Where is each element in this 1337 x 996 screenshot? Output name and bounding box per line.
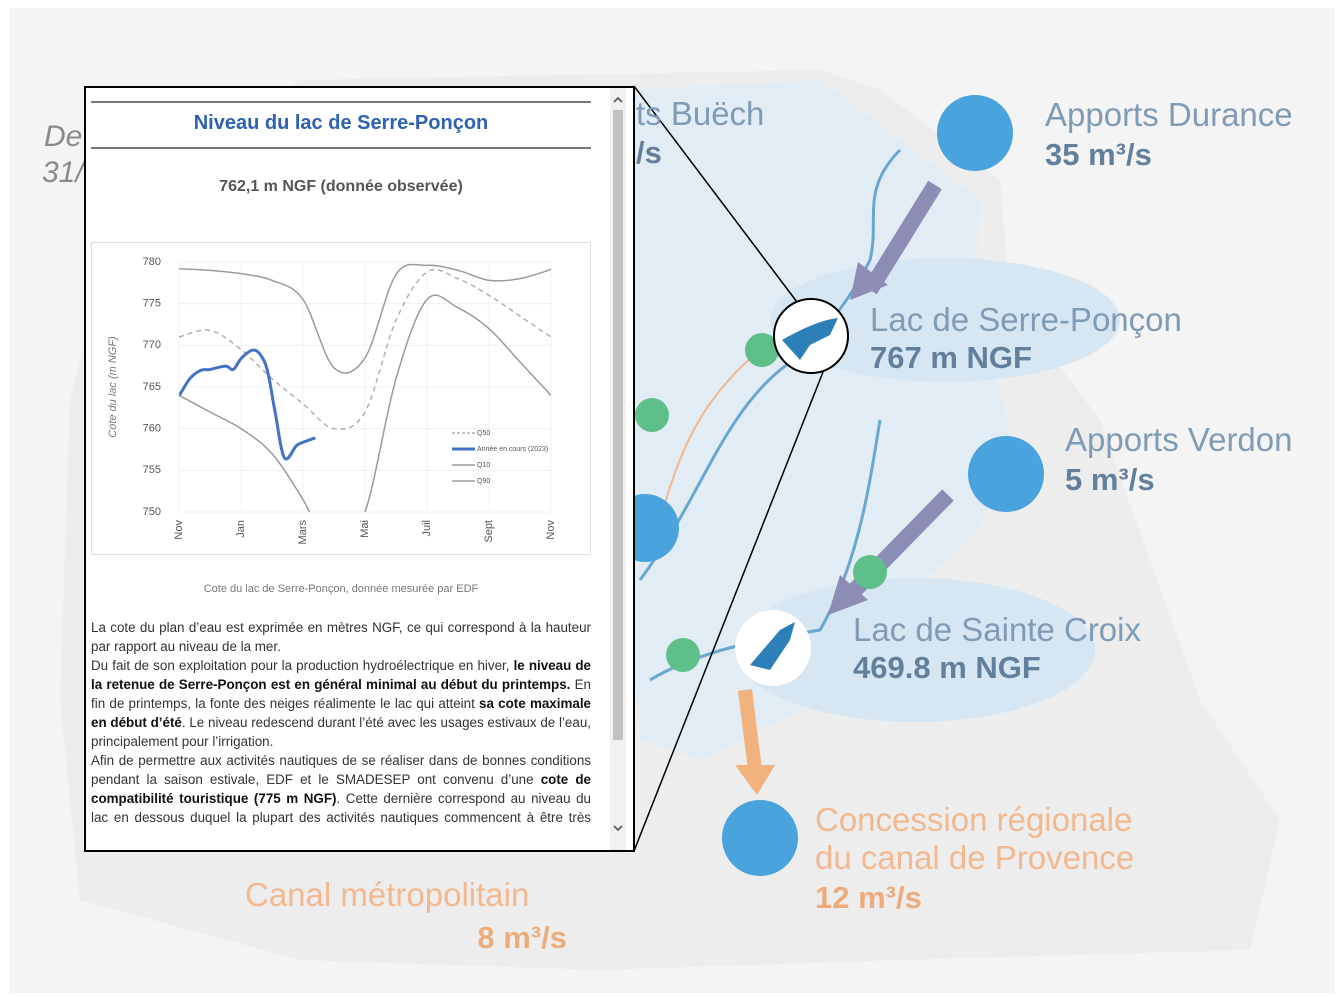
- x-tick-label: Nov: [545, 520, 557, 540]
- scroll-down[interactable]: [610, 822, 626, 834]
- series-line: [179, 294, 551, 512]
- text: Du fait de son exploitation pour la prod…: [91, 658, 514, 673]
- series-line: [179, 263, 551, 374]
- zoom-line: [633, 85, 798, 303]
- map-label: Lac de Serre-Ponçon: [870, 301, 1182, 338]
- chart-frame: [91, 242, 591, 555]
- map-label: du canal de Provence: [815, 839, 1134, 876]
- station-icon: [937, 95, 1013, 171]
- flow-arrow: [863, 180, 942, 295]
- bold-text: le niveau de la retenue de Serre-Ponçon …: [91, 658, 591, 692]
- lake-shape: [782, 318, 838, 360]
- scrollbar-thumb[interactable]: [613, 110, 623, 740]
- paragraph: La cote du plan d’eau est exprimée en mè…: [91, 618, 591, 656]
- y-tick-label: 760: [143, 423, 161, 435]
- bold-text: cote de compatibilité touristique (775 m…: [91, 772, 591, 806]
- legend-label: Année en cours (2023): [477, 446, 548, 453]
- dam-icon: [635, 398, 669, 432]
- lake-halo: [735, 578, 1095, 722]
- text: En fin de printemps, la fonte des neiges…: [91, 677, 591, 711]
- plot: [179, 263, 551, 512]
- station-icon: [968, 436, 1044, 512]
- bold-text: sa cote maximale en début d’été: [91, 696, 591, 730]
- y-tick-label: 780: [143, 256, 161, 268]
- paragraph: Du fait de son exploitation pour la prod…: [91, 656, 591, 751]
- title-rule: [91, 101, 591, 103]
- y-axis-label: Cote du lac (m NGF): [107, 336, 119, 438]
- text: La cote du plan d’eau est exprimée en mè…: [91, 620, 591, 654]
- map-fragment: De: [44, 120, 82, 153]
- flow-arrow-head: [828, 575, 868, 615]
- title-rule: [91, 147, 591, 149]
- x-tick-label: Mai: [359, 520, 371, 538]
- popup-title: Niveau du lac de Serre-Ponçon: [193, 112, 489, 134]
- scroll-up[interactable]: [610, 94, 626, 106]
- legend-label: Q10: [477, 462, 490, 469]
- y-tick-label: 750: [143, 506, 161, 518]
- map-fragment: /s: [636, 135, 662, 170]
- chart: Cote du lac (m NGF) 750 755 760 765 770 775 78…: [91, 242, 591, 555]
- map-value: 469.8 m NGF: [853, 650, 1041, 685]
- series-line: [179, 268, 551, 430]
- river: [649, 419, 882, 682]
- dam-icon: [745, 333, 779, 367]
- flow-arrow: [738, 689, 762, 771]
- map-value: 12 m³/s: [815, 880, 922, 915]
- popup-text: La cote du plan d’eau est exprimée en mè…: [91, 618, 591, 831]
- canal: [659, 349, 761, 521]
- text: . Cette dernière correspond au niveau du…: [91, 791, 591, 831]
- map-label: Lac de Sainte Croix: [853, 611, 1141, 648]
- map-value: 35 m³/s: [1045, 137, 1152, 172]
- flow-arrow-head: [735, 765, 775, 795]
- x-tick-label: Juil: [421, 520, 433, 537]
- legend-label: Q50: [477, 430, 490, 437]
- paragraph: Afin de permettre aux activités nautique…: [91, 751, 591, 831]
- x-tick-label: Sept: [483, 520, 495, 543]
- y-tick-label: 770: [143, 339, 161, 351]
- map-value: 8 m³/s: [477, 920, 567, 955]
- series-line: [179, 348, 316, 461]
- y-tick-label: 775: [143, 298, 161, 310]
- y-tick-label: 765: [143, 381, 161, 393]
- map-label: Concession régionale: [815, 801, 1132, 838]
- x-tick-label: Nov: [173, 520, 185, 540]
- map-label: Apports Verdon: [1065, 421, 1293, 458]
- zoom-line: [633, 371, 824, 852]
- y-tick-label: 755: [143, 464, 161, 476]
- map-value: 767 m NGF: [870, 340, 1032, 375]
- text: . Le niveau redescend durant l’été avec …: [91, 715, 591, 749]
- map-label: Apports Durance: [1045, 96, 1293, 133]
- map-fragment: 31/: [42, 156, 86, 189]
- basin: [620, 80, 1010, 760]
- popup-subtitle: 762,1 m NGF (donnée observée): [219, 178, 463, 195]
- map-fragment: ts Buëch: [636, 95, 764, 132]
- station-icon: [722, 800, 798, 876]
- info-popup: Niveau du lac de Serre-Ponçon 762,1 m NG…: [84, 86, 635, 852]
- dam-icon: [666, 638, 700, 672]
- map-label: Canal métropolitain: [245, 876, 529, 913]
- x-tick-label: Mars: [297, 520, 309, 545]
- map-value: 5 m³/s: [1065, 462, 1155, 497]
- text: Afin de permettre aux activités nautique…: [91, 753, 591, 787]
- x-tick-label: Jan: [235, 520, 247, 538]
- chart-caption: Cote du lac de Serre-Ponçon, donnée mesu…: [203, 583, 479, 595]
- legend-label: Q90: [477, 478, 490, 485]
- dam-icon: [853, 555, 887, 589]
- lake-shape: [750, 622, 795, 670]
- flow-arrow-head: [850, 262, 888, 300]
